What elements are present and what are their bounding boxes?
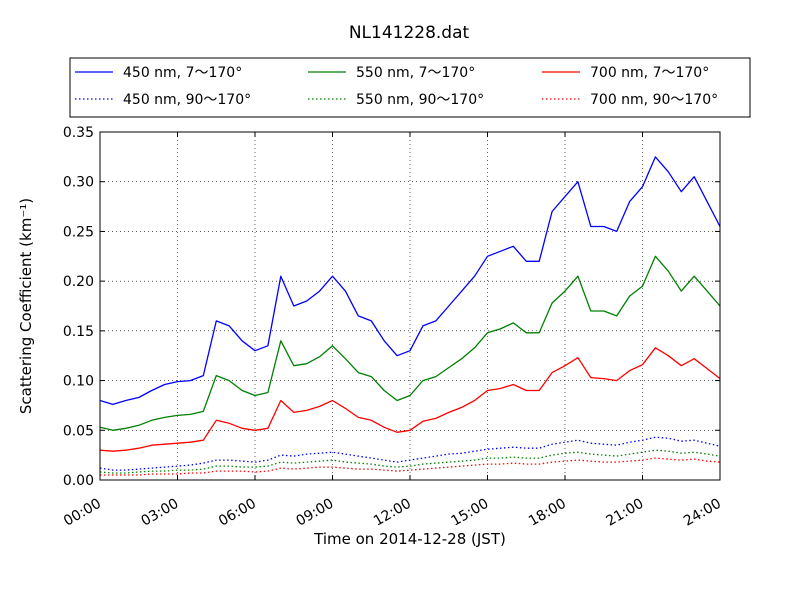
legend: 450 nm, 7～170° 450 nm, 90～170° 550 nm, 7～1… bbox=[69, 57, 751, 118]
y-tick-label: 0.05 bbox=[63, 423, 94, 439]
y-tick-label: 0.15 bbox=[63, 324, 94, 340]
x-axis-label: Time on 2014-12-28 (JST) bbox=[313, 530, 506, 548]
legend-label: 700 nm, 90～170° bbox=[590, 92, 718, 108]
series-line bbox=[99, 255, 721, 431]
legend-label: 550 nm, 90～170° bbox=[356, 92, 484, 108]
x-tick-label: 15:00 bbox=[449, 496, 492, 530]
plot-area bbox=[99, 131, 721, 481]
series-line bbox=[99, 156, 721, 406]
y-axis-tick-labels: 0.00 0.05 0.10 0.15 0.20 0.25 0.30 0.35 bbox=[63, 125, 94, 489]
x-tick-label: 24:00 bbox=[681, 496, 724, 530]
chart-title: NL141228.dat bbox=[349, 23, 470, 43]
x-tick-label: 06:00 bbox=[216, 496, 259, 530]
x-tick-label: 21:00 bbox=[604, 496, 647, 530]
y-tick-label: 0.10 bbox=[63, 374, 94, 390]
legend-frame bbox=[69, 57, 751, 118]
axis-ticks bbox=[99, 131, 721, 481]
x-tick-label: 03:00 bbox=[139, 496, 182, 530]
y-tick-label: 0.30 bbox=[63, 175, 94, 191]
legend-label: 450 nm, 7～170° bbox=[123, 65, 242, 81]
x-tick-label: 18:00 bbox=[526, 496, 569, 530]
series-line bbox=[99, 436, 721, 471]
x-tick-label: 00:00 bbox=[61, 496, 104, 530]
y-axis-label: Scattering Coefficient (km⁻¹) bbox=[17, 198, 35, 414]
series-lines bbox=[99, 156, 721, 476]
legend-label: 700 nm, 7～170° bbox=[590, 65, 709, 81]
y-tick-label: 0.00 bbox=[63, 473, 94, 489]
y-tick-label: 0.20 bbox=[63, 274, 94, 290]
legend-label: 450 nm, 90～170° bbox=[123, 92, 251, 108]
x-tick-label: 12:00 bbox=[371, 496, 414, 530]
x-tick-label: 09:00 bbox=[294, 496, 337, 530]
y-tick-label: 0.25 bbox=[63, 224, 94, 240]
legend-entries: 450 nm, 7～170° 450 nm, 90～170° 550 nm, 7～1… bbox=[75, 65, 718, 108]
plot-background bbox=[100, 132, 720, 480]
legend-label: 550 nm, 7～170° bbox=[356, 65, 475, 81]
series-line bbox=[99, 347, 721, 452]
x-axis-tick-labels: 00:00 03:00 06:00 09:00 12:00 15:00 18:00 21:00… bbox=[61, 496, 724, 530]
y-tick-label: 0.35 bbox=[63, 125, 94, 141]
